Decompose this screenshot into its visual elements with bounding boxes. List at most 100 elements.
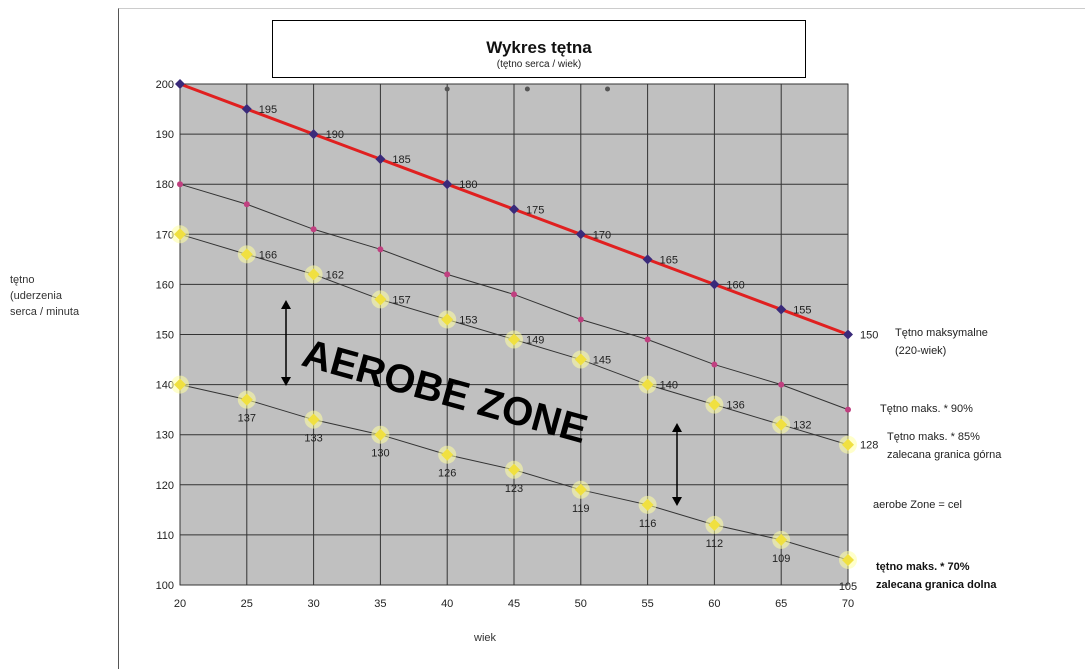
x-tick-label: 60 [708,598,720,610]
x-tick-label: 30 [307,598,319,610]
x-tick-label: 35 [374,598,386,610]
data-label: 180 [459,179,477,191]
series-point-p85 [374,293,387,306]
chart-subtitle: (tętno serca / wiek) [496,59,582,70]
top-dot [524,86,530,92]
data-label: 133 [304,433,322,445]
series-point-p70 [307,413,320,426]
legend-70-line2: zalecana granica dolna [876,579,997,591]
data-label: 195 [259,104,277,116]
y-tick-label: 170 [156,229,174,241]
series-point-p90 [243,201,250,208]
series-point-p70 [574,483,587,496]
data-label: 190 [326,129,344,141]
legend-90: Tętno maks. * 90% [880,403,973,415]
y-axis-label: tętno (uderzenia serca / minuta [10,274,80,318]
series-point-max [442,179,453,190]
data-label: 160 [726,279,744,291]
series-point-max [709,279,720,290]
series-point-p70 [174,378,186,391]
data-label: 116 [639,518,657,530]
series-point-p85 [240,248,253,261]
data-label: 130 [371,448,389,460]
series-point-p85 [307,268,320,281]
data-label: 157 [392,294,410,306]
legend-zone: aerobe Zone = cel [873,499,962,511]
series-point-p85 [842,438,854,451]
data-label: 112 [706,538,724,550]
series-point-p85 [174,228,186,241]
y-tick-label: 140 [156,380,174,392]
zone-arrow-head-up [672,423,682,432]
series-point-p90 [444,271,451,278]
x-tick-label: 40 [441,598,453,610]
series-point-p70 [775,533,788,546]
legend-70-line1: tętno maks. * 70% [876,561,970,573]
top-dot [605,86,611,92]
series-point-p90 [577,316,584,323]
series-point-p85 [574,353,587,366]
legend-85-line1: Tętno maks. * 85% [887,431,980,443]
x-tick-label: 45 [508,598,520,610]
legend-85-line2: zalecana granica górna [887,449,1002,461]
x-tick-label: 20 [174,598,186,610]
x-axis-label: wiek [474,632,497,644]
data-label: 119 [572,503,590,515]
data-label: 165 [660,254,678,266]
x-tick-label: 25 [241,598,253,610]
data-label: 132 [793,420,811,432]
series-point-p85 [508,333,520,346]
data-label: 140 [660,380,678,392]
legend-max-line2: (220-wiek) [895,345,946,357]
series-point-p90 [778,381,785,388]
data-label: 162 [326,269,344,281]
series-point-p90 [511,291,517,298]
data-label: 126 [438,468,456,480]
y-tick-label: 150 [156,330,174,342]
series-point-max [843,329,853,340]
data-label: 149 [526,335,544,347]
series-point-p85 [708,398,721,411]
series-point-p90 [644,336,651,343]
x-tick-label: 70 [842,598,854,610]
legend-max-line1: Tętno maksymalne [895,327,988,339]
data-label: 166 [259,249,277,261]
data-label: 175 [526,204,544,216]
y-tick-label: 160 [156,279,174,291]
series-point-max [241,104,252,115]
series-point-p70 [240,393,253,406]
chart-frame [118,8,1085,669]
series-point-max [175,79,185,89]
series-point-max [575,229,586,240]
series-point-p70 [641,498,654,511]
series-point-max [776,304,787,315]
y-tick-label: 100 [156,580,174,592]
series-point-p90 [377,246,384,253]
series-point-p90 [177,181,183,188]
x-tick-label: 65 [775,598,787,610]
y-tick-label: 180 [156,179,174,191]
y-tick-label: 120 [156,480,174,492]
series-point-max [509,204,519,215]
x-tick-label: 50 [575,598,587,610]
series-point-p85 [441,313,454,326]
zone-arrow-head-up [281,300,291,309]
zone-arrow-head-down [672,497,682,506]
series-point-p85 [641,378,654,391]
y-tick-label: 110 [156,530,174,542]
x-tick-label: 55 [641,598,653,610]
data-label: 185 [392,154,410,166]
data-label: 128 [860,440,878,452]
series-point-p85 [775,418,788,431]
chart-title: Wykres tętna [486,38,592,57]
series-point-p90 [310,226,317,233]
data-label: 145 [593,355,611,367]
series-point-p90 [845,406,851,413]
data-label: 109 [772,553,790,565]
series-point-max [642,254,653,265]
data-label: 153 [459,314,477,326]
series-point-p70 [842,553,854,566]
y-tick-label: 130 [156,430,174,442]
data-label: 136 [726,400,744,412]
